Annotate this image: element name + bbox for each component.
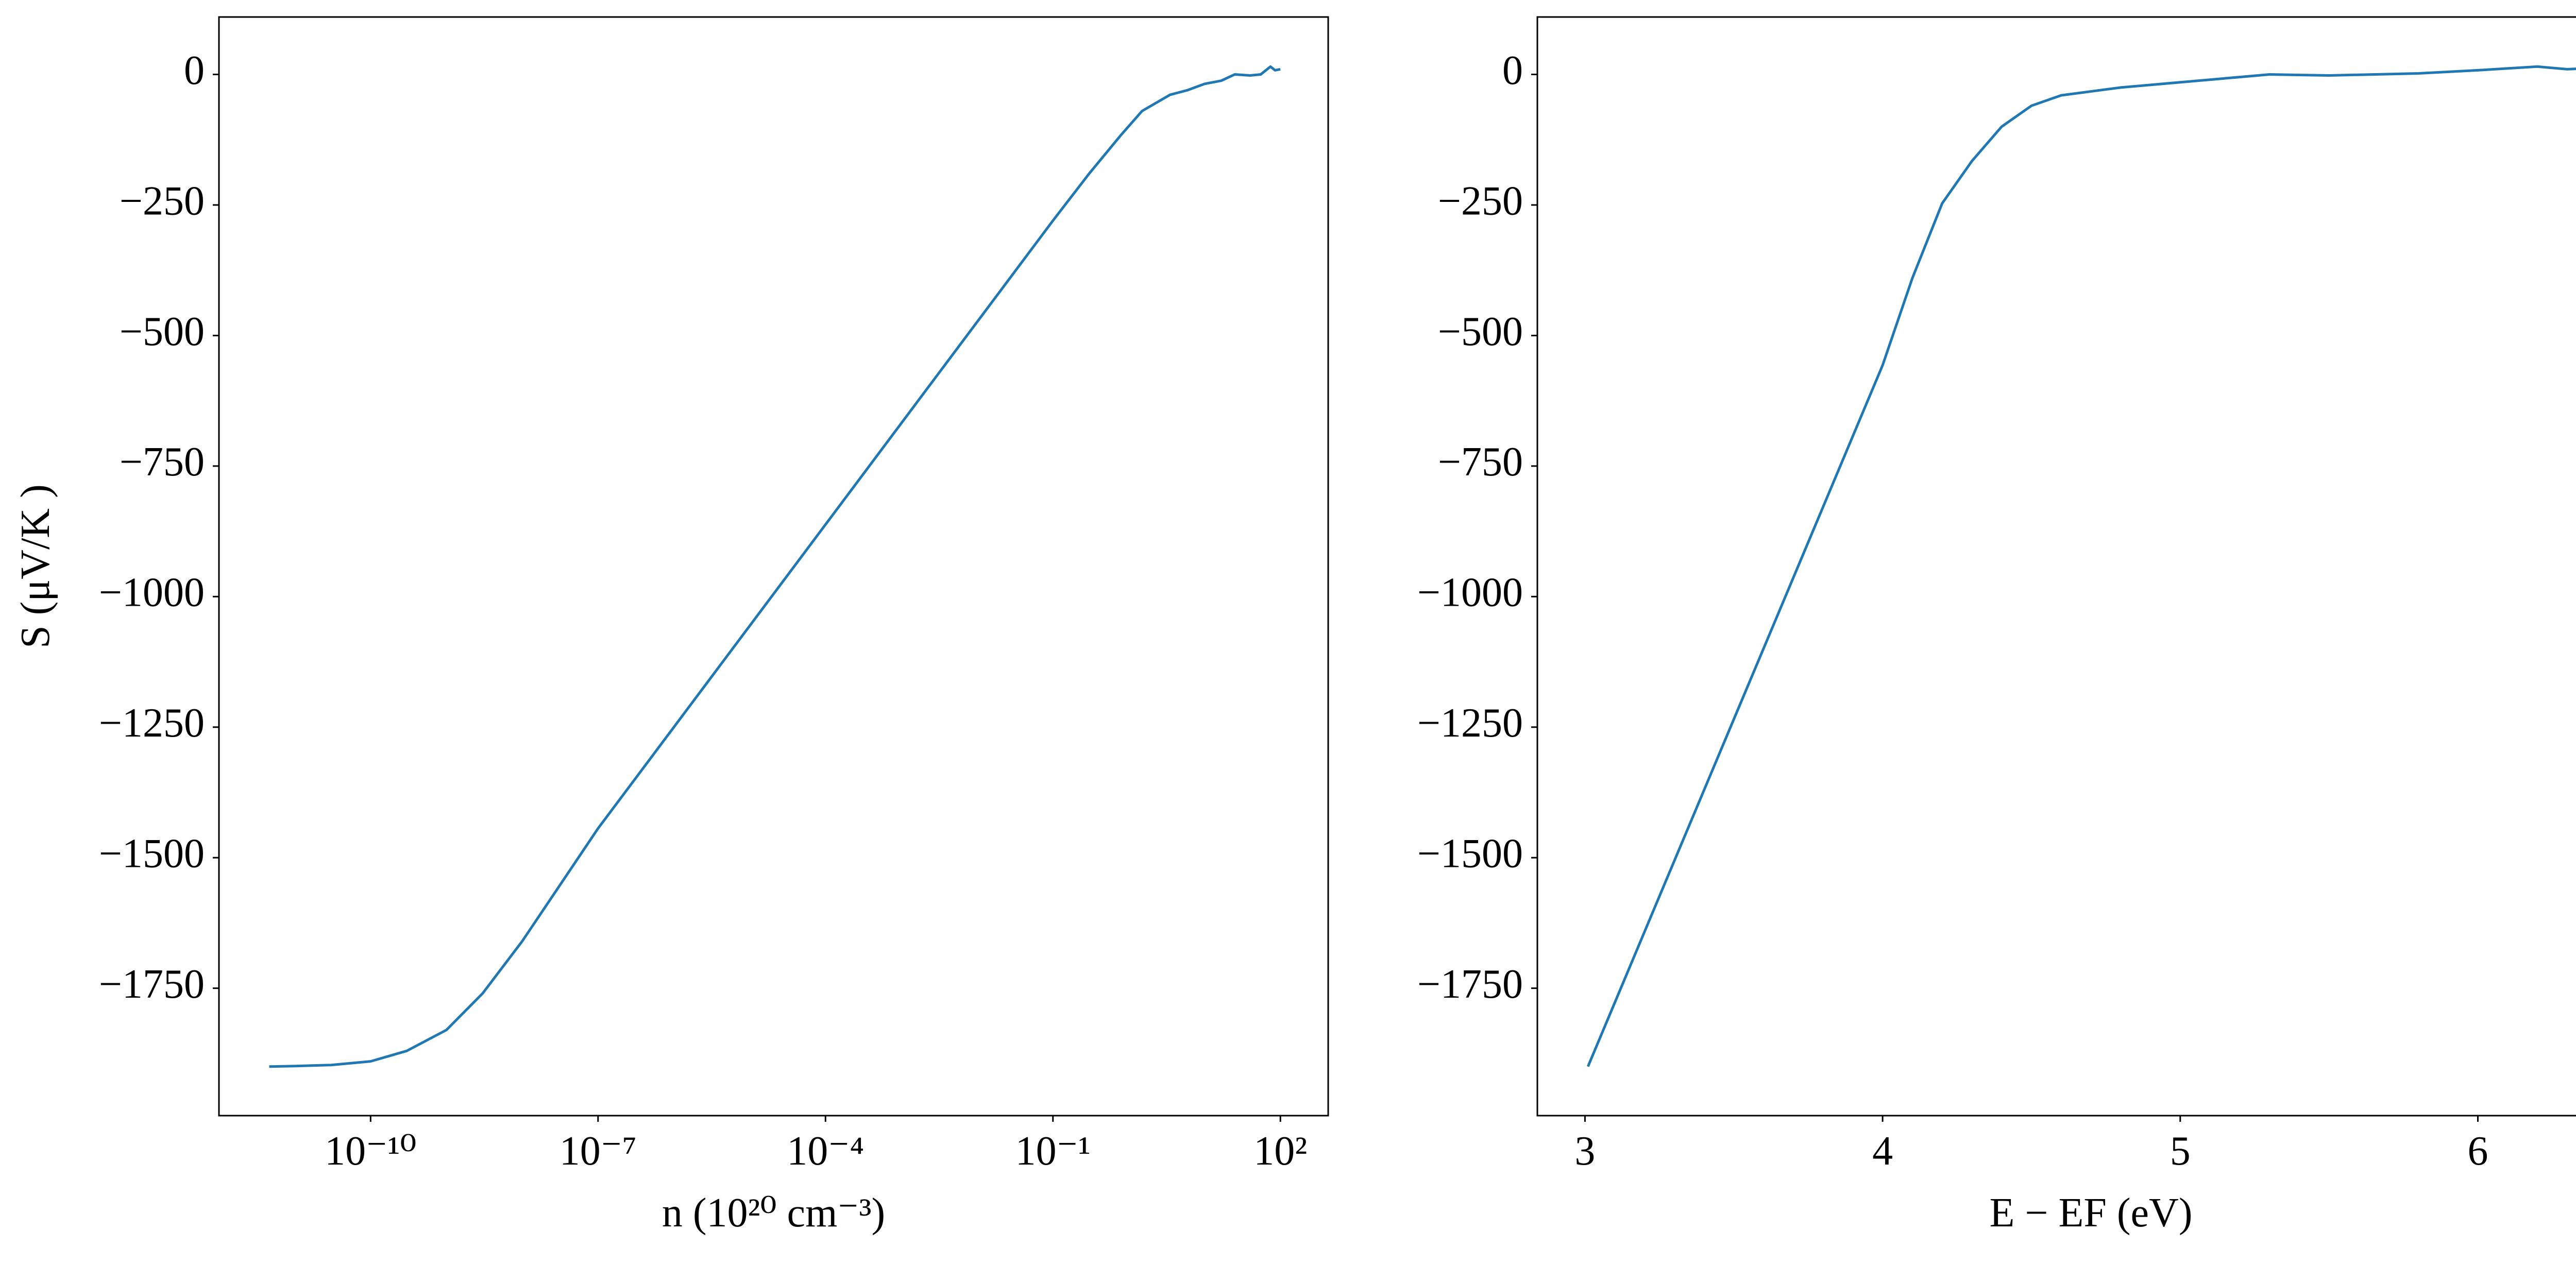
y-tick-label: 0 — [184, 48, 205, 93]
x-tick-label: 10⁻¹⁰ — [325, 1129, 416, 1174]
data-line — [1586, 65, 2576, 1067]
plot-frame — [218, 16, 1329, 1117]
y-tick-label: −1250 — [99, 700, 205, 746]
x-tick-label: 6 — [2467, 1129, 2488, 1174]
data-line — [269, 65, 1281, 1068]
x-axis-label: E − EF (eV) — [1990, 1190, 2193, 1236]
y-tick-label: −250 — [120, 178, 205, 224]
y-tick-label: −250 — [1438, 178, 1523, 224]
y-tick-label: −750 — [120, 439, 205, 485]
y-tick-label: −1500 — [99, 831, 205, 877]
y-tick-label: −1500 — [1417, 831, 1523, 877]
y-tick-label: −1000 — [1417, 570, 1523, 616]
x-tick-label: 5 — [2170, 1129, 2191, 1174]
y-tick-label: −500 — [120, 309, 205, 354]
x-tick-label: 10⁻⁴ — [787, 1129, 864, 1174]
y-tick-label: −1750 — [99, 962, 205, 1007]
x-tick-label: 3 — [1574, 1129, 1595, 1174]
x-tick-label: 10⁻⁷ — [560, 1129, 637, 1174]
axes: −1750 −1500 −1250 −1000 −750 −500 −250 0 10⁻¹⁰ 10… — [13, 16, 1329, 1236]
axes: −1750 −1500 −1250 −1000 −750 −500 −250 0 3 4 5 6 E −… — [1417, 16, 2576, 1236]
y-tick-label: −1000 — [99, 570, 205, 616]
y-tick-label: 0 — [1502, 48, 1523, 93]
x-tick-label: 4 — [1872, 1129, 1893, 1174]
y-tick-label: −1250 — [1417, 700, 1523, 746]
x-axis-label: n (10²⁰ cm⁻³) — [662, 1190, 885, 1236]
x-tick-label: 10⁻¹ — [1015, 1129, 1091, 1174]
y-tick-label: −1750 — [1417, 962, 1523, 1007]
plot-frame — [1536, 16, 2576, 1117]
y-tick-label: −750 — [1438, 439, 1523, 485]
y-axis-label: S (μV/K ) — [13, 484, 58, 648]
y-tick-label: −500 — [1438, 309, 1523, 354]
x-tick-label: 10² — [1253, 1129, 1307, 1174]
